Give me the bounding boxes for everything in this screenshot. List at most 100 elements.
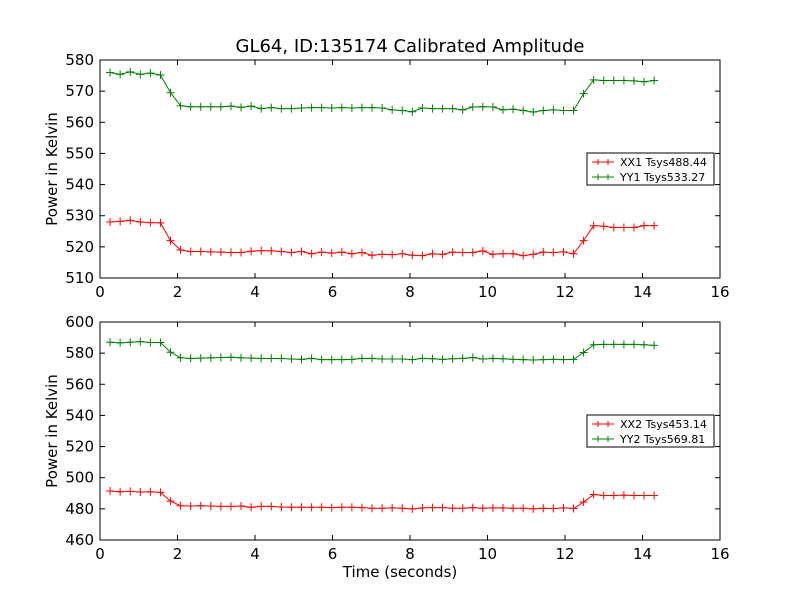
- data-point: [398, 106, 407, 115]
- data-point: [428, 503, 437, 512]
- data-point: [408, 251, 417, 260]
- data-point: [297, 503, 306, 512]
- data-point: [599, 76, 608, 85]
- data-point: [337, 503, 346, 512]
- data-point: [539, 106, 548, 115]
- data-point: [589, 490, 598, 499]
- data-point: [146, 218, 155, 227]
- data-point: [206, 353, 215, 362]
- data-point: [499, 503, 507, 512]
- data-point: [206, 502, 215, 511]
- data-point: [247, 503, 256, 512]
- data-point: [509, 105, 518, 114]
- data-point: [599, 340, 608, 349]
- data-point: [529, 504, 538, 513]
- data-point: [448, 104, 457, 113]
- data-point: [226, 502, 235, 511]
- data-point: [549, 105, 558, 114]
- data-point: [579, 236, 588, 245]
- data-point: [519, 106, 528, 115]
- data-point: [257, 246, 266, 255]
- data-point: [237, 502, 246, 511]
- data-point: [327, 103, 336, 112]
- data-point: [146, 487, 155, 496]
- data-point: [589, 221, 598, 230]
- data-point: [156, 70, 165, 79]
- y-tick-label: 480: [65, 500, 94, 518]
- data-point: [226, 248, 235, 257]
- y-tick-label: 560: [65, 375, 94, 393]
- data-point: [106, 486, 115, 495]
- data-point: [650, 341, 659, 350]
- chart-title: GL64, ID:135174 Calibrated Amplitude: [236, 36, 585, 57]
- data-point: [347, 249, 356, 258]
- data-point: [629, 491, 638, 500]
- data-point: [609, 76, 618, 85]
- data-point: [589, 75, 598, 84]
- data-point: [216, 502, 225, 511]
- data-point: [579, 348, 588, 357]
- data-point: [650, 76, 659, 85]
- data-point: [116, 487, 125, 496]
- data-point: [418, 503, 427, 512]
- data-point: [136, 488, 145, 497]
- data-point: [116, 217, 125, 226]
- data-point: [579, 498, 588, 507]
- data-point: [559, 503, 568, 512]
- data-point: [267, 246, 276, 255]
- x-tick-label: 10: [478, 545, 497, 563]
- data-point: [438, 503, 447, 512]
- data-point: [579, 89, 588, 98]
- legend-entry: YY2 Tsys569.81: [619, 433, 705, 446]
- data-point: [126, 67, 135, 76]
- data-point: [529, 355, 538, 364]
- data-point: [106, 68, 115, 77]
- data-point: [196, 501, 205, 510]
- data-point: [640, 340, 649, 349]
- data-point: [378, 250, 387, 259]
- data-point: [327, 249, 336, 258]
- data-point: [619, 491, 628, 500]
- x-axis-label: Time (seconds): [342, 563, 458, 581]
- data-point: [317, 248, 326, 257]
- y-tick-label: 500: [65, 469, 94, 487]
- data-point: [216, 102, 225, 111]
- data-point: [509, 355, 518, 364]
- data-point: [156, 338, 165, 347]
- data-point: [569, 249, 578, 258]
- data-point: [287, 248, 296, 257]
- y-tick-label: 540: [65, 176, 94, 194]
- legend-marker: [595, 421, 611, 427]
- data-point: [257, 502, 266, 511]
- data-point: [569, 355, 578, 364]
- data-point: [337, 103, 346, 112]
- x-tick-label: 2: [173, 283, 183, 301]
- data-point: [619, 223, 628, 232]
- legend: XX1 Tsys488.44 YY1 Tsys533.27: [586, 152, 715, 186]
- data-point: [488, 250, 497, 259]
- x-tick-label: 12: [555, 283, 574, 301]
- data-point: [408, 355, 417, 364]
- data-point: [378, 355, 387, 364]
- data-point: [106, 338, 115, 347]
- data-point: [277, 247, 286, 256]
- y-axis-label: Power in Kelvin: [43, 112, 61, 226]
- data-point: [186, 354, 195, 363]
- data-point: [519, 355, 528, 364]
- data-point: [327, 503, 336, 512]
- data-point: [569, 106, 578, 115]
- data-point: [116, 338, 125, 347]
- data-point: [549, 248, 558, 257]
- data-point: [347, 503, 356, 512]
- data-point: [307, 503, 316, 512]
- data-point: [378, 103, 387, 112]
- data-point: [216, 248, 225, 257]
- data-point: [539, 504, 548, 513]
- data-point: [368, 251, 377, 260]
- data-point: [277, 354, 286, 363]
- data-point: [609, 340, 618, 349]
- data-point: [488, 503, 497, 512]
- x-tick-label: 0: [95, 283, 105, 301]
- data-point: [408, 107, 417, 116]
- data-point: [398, 504, 407, 513]
